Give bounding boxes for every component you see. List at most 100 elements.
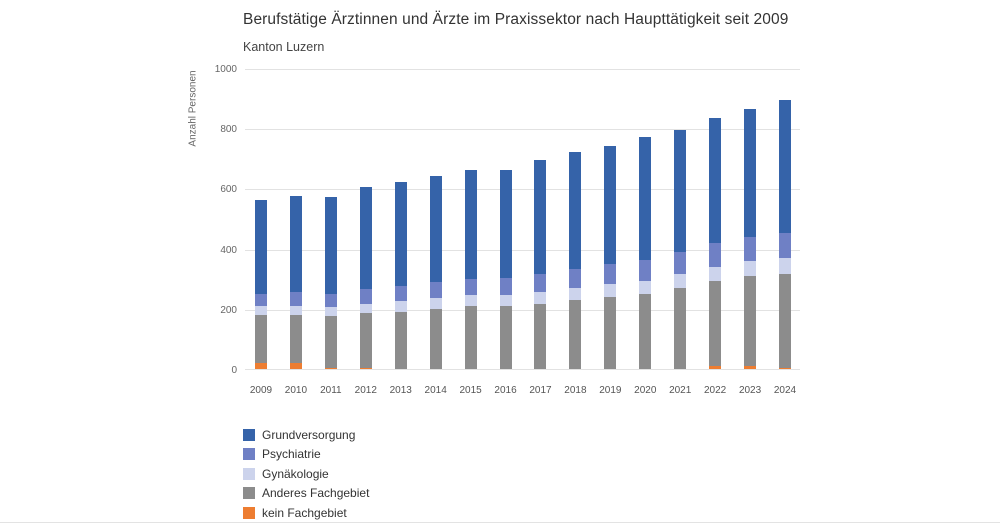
bar-segment-2022 [709, 366, 722, 369]
chart-subtitle: Kanton Luzern [243, 40, 325, 54]
bar-2011[interactable] [324, 197, 337, 369]
bar-segment-2011 [324, 293, 337, 308]
bar-segment-2016 [499, 294, 512, 306]
x-tick-label-2012: 2012 [354, 385, 377, 396]
bar-segment-2022 [709, 117, 722, 244]
bar-segment-2021 [674, 287, 687, 369]
legend-item-grundversorgung[interactable]: Grundversorgung [243, 425, 369, 445]
bar-segment-2024 [779, 274, 791, 368]
bar-segment-2018 [569, 288, 582, 301]
bar-2022[interactable] [709, 117, 722, 369]
bar-2009[interactable] [255, 200, 267, 369]
bar-segment-2021 [674, 274, 687, 288]
bar-2020[interactable] [639, 137, 652, 369]
y-tick-label-600: 600 [220, 184, 237, 196]
bar-segment-2013 [394, 301, 407, 312]
bar-segment-2009 [255, 293, 267, 306]
bar-segment-2018 [569, 300, 582, 369]
bar-segment-2017 [534, 304, 547, 369]
page-divider [0, 522, 1000, 523]
bar-segment-2011 [324, 307, 337, 317]
bar-segment-2021 [674, 251, 687, 275]
y-tick-label-400: 400 [220, 244, 237, 256]
bar-segment-2011 [324, 316, 337, 368]
y-tick-label-800: 800 [220, 124, 237, 136]
bar-segment-2017 [534, 292, 547, 305]
bar-segment-2021 [674, 129, 687, 252]
y-tick-label-200: 200 [220, 304, 237, 316]
bar-segment-2023 [744, 236, 757, 261]
bar-segment-2023 [744, 366, 757, 369]
bar-segment-2022 [709, 281, 722, 366]
x-tick-label-2021: 2021 [669, 385, 692, 396]
bar-segment-2018 [569, 151, 582, 269]
bar-segment-2024 [779, 367, 791, 369]
bar-segment-2010 [289, 362, 302, 369]
x-tick-label-2024: 2024 [773, 385, 797, 396]
x-tick-label-2016: 2016 [494, 385, 517, 396]
legend-item-gynaekologie[interactable]: Gynäkologie [243, 464, 369, 484]
bar-2010[interactable] [289, 195, 302, 369]
legend-item-kein-fachgebiet[interactable]: kein Fachgebiet [243, 503, 369, 523]
bar-segment-2019 [604, 146, 617, 264]
bar-2015[interactable] [464, 170, 477, 369]
gridline-600 [245, 189, 800, 191]
bar-2023[interactable] [744, 108, 757, 369]
bar-segment-2015 [464, 305, 477, 369]
gridline-800 [245, 129, 800, 131]
legend-swatch-anderes-fachgebiet [243, 487, 255, 500]
bar-2014[interactable] [429, 176, 442, 369]
x-tick-label-2023: 2023 [738, 385, 762, 396]
legend-label-kein-fachgebiet: kein Fachgebiet [262, 505, 347, 520]
bar-segment-2020 [639, 137, 652, 260]
gridline-1000 [245, 69, 800, 70]
bar-segment-2015 [464, 278, 477, 296]
bar-segment-2015 [464, 170, 477, 279]
bar-segment-2017 [534, 274, 547, 293]
legend-item-psychiatrie[interactable]: Psychiatrie [243, 445, 369, 465]
bar-segment-2020 [639, 259, 652, 281]
x-tick-label-2022: 2022 [704, 385, 727, 396]
bar-segment-2012 [359, 313, 372, 368]
gridline-400 [245, 249, 800, 251]
x-tick-label-2017: 2017 [529, 385, 552, 396]
bar-segment-2009 [255, 305, 267, 315]
legend-label-psychiatrie: Psychiatrie [262, 447, 321, 462]
legend: Grundversorgung Psychiatrie Gynäkologie … [243, 425, 369, 523]
bar-segment-2019 [604, 284, 617, 297]
legend-item-anderes-fachgebiet[interactable]: Anderes Fachgebiet [243, 484, 369, 504]
bar-2019[interactable] [604, 146, 617, 369]
bar-2024[interactable] [779, 100, 791, 369]
bar-2017[interactable] [534, 159, 547, 369]
legend-label-anderes-fachgebiet: Anderes Fachgebiet [262, 486, 370, 501]
x-tick-label-2009: 2009 [249, 385, 273, 396]
bar-segment-2010 [289, 195, 302, 293]
bar-2021[interactable] [674, 129, 687, 369]
bar-segment-2022 [709, 266, 722, 282]
bar-segment-2014 [429, 281, 442, 299]
bar-segment-2023 [744, 260, 757, 276]
y-tick-label-0: 0 [231, 365, 237, 376]
bar-2012[interactable] [359, 186, 372, 369]
gridline-0 [245, 369, 800, 370]
bar-segment-2019 [604, 296, 617, 369]
x-tick-label-2018: 2018 [564, 385, 587, 396]
x-axis-ticks: 2009 2010 2011 2012 2013 2014 2015 2016 2017 2018… [245, 385, 800, 399]
bar-segment-2013 [394, 311, 407, 369]
bar-2013[interactable] [394, 182, 407, 369]
bar-segment-2015 [464, 295, 477, 306]
bar-segment-2024 [779, 100, 791, 233]
bar-segment-2012 [359, 186, 372, 290]
bar-2018[interactable] [569, 151, 582, 369]
bar-segment-2023 [744, 275, 757, 366]
bar-segment-2009 [255, 362, 267, 369]
bar-segment-2020 [639, 294, 652, 369]
plot-area [245, 69, 800, 370]
bar-2016[interactable] [499, 169, 512, 369]
bar-segment-2018 [569, 268, 582, 289]
x-tick-label-2011: 2011 [320, 385, 342, 396]
x-tick-label-2014: 2014 [424, 385, 447, 396]
bar-segment-2024 [779, 257, 791, 275]
bar-segment-2023 [744, 108, 757, 237]
legend-swatch-psychiatrie [243, 448, 255, 461]
